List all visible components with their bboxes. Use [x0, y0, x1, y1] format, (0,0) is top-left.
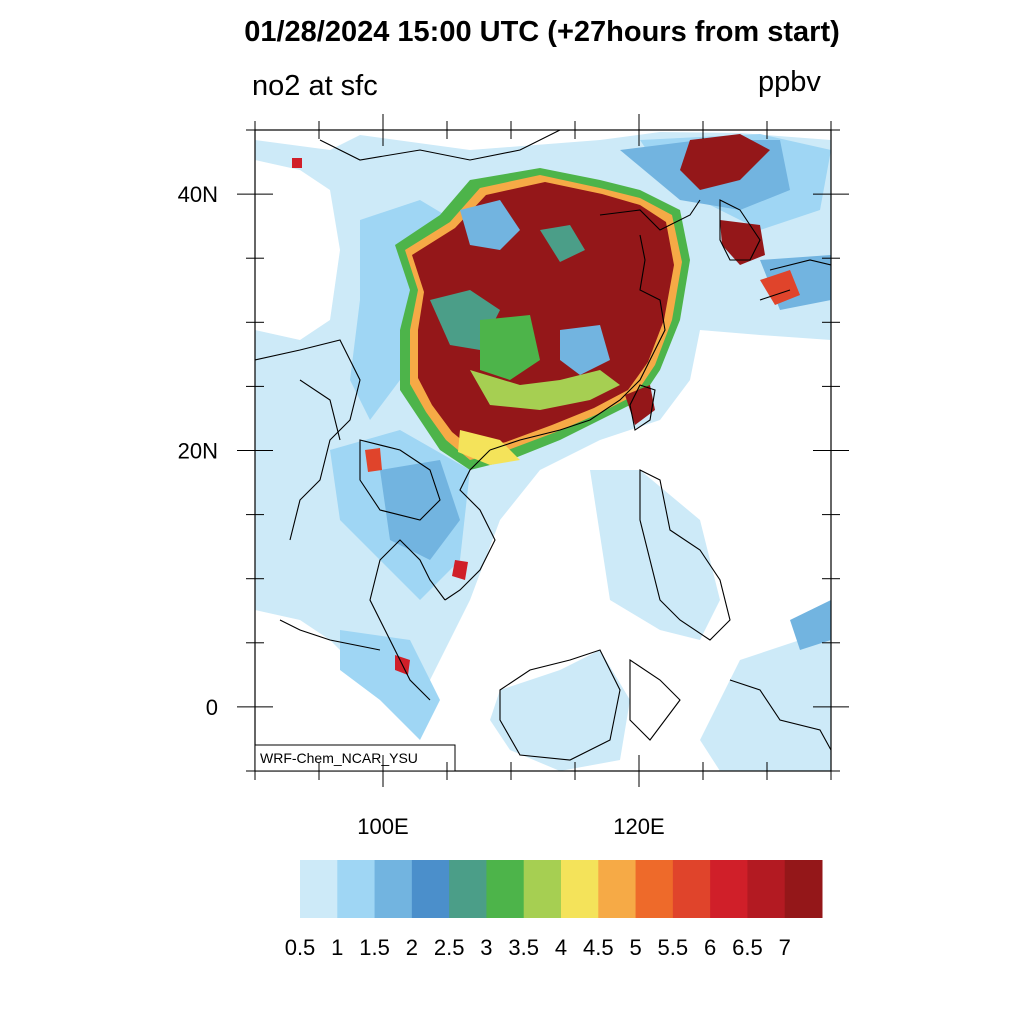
colorbar-label: 1 — [331, 935, 343, 960]
colorbar-swatch — [672, 860, 711, 918]
variable-label: no2 at sfc — [252, 70, 378, 102]
colorbar-swatch — [784, 860, 823, 918]
colorbar-label: 0.5 — [285, 935, 316, 960]
units-label: ppbv — [758, 66, 821, 98]
colorbar-swatch — [337, 860, 376, 918]
colorbar-label: 6 — [704, 935, 716, 960]
colorbar-label: 4 — [555, 935, 567, 960]
colorbar-label: 3.5 — [508, 935, 539, 960]
colorbar-swatch — [449, 860, 487, 918]
colorbar-label: 2.5 — [434, 935, 465, 960]
longitude-ticks: 100E 120E — [254, 114, 832, 839]
colorbar-label: 7 — [779, 935, 791, 960]
colorbar-label: 5 — [629, 935, 641, 960]
colorbar-swatch — [486, 860, 525, 918]
model-label: WRF-Chem_NCAR_YSU — [260, 750, 418, 766]
colorbar-label: 4.5 — [583, 935, 614, 960]
colorbar-label: 3 — [480, 935, 492, 960]
plot-title: 01/28/2024 15:00 UTC (+27hours from star… — [244, 16, 840, 48]
colorbar-label: 5.5 — [658, 935, 689, 960]
model-label-box: WRF-Chem_NCAR_YSU — [254, 744, 456, 772]
latitude-ticks: 40N 20N 0 — [178, 129, 849, 772]
colorbar: 0.5 1 1.5 2 2.5 3 3.5 4 4.5 5 5.5 6 6.5 7 — [285, 860, 823, 960]
lon-tick-label: 100E — [357, 814, 408, 839]
colorbar-label: 2 — [406, 935, 418, 960]
colorbar-label: 1.5 — [359, 935, 390, 960]
colorbar-swatch — [523, 860, 562, 918]
colorbar-swatch — [598, 860, 637, 918]
colorbar-swatch — [561, 860, 599, 918]
lon-tick-label: 120E — [613, 814, 664, 839]
colorbar-swatch — [635, 860, 674, 918]
colorbar-swatch — [300, 860, 338, 918]
colorbar-swatch — [710, 860, 748, 918]
colorbar-swatch — [747, 860, 786, 918]
colorbar-swatch — [374, 860, 413, 918]
no2-concentration-field — [255, 132, 831, 771]
coastlines-borders — [255, 130, 831, 761]
lat-tick-label: 0 — [206, 695, 218, 720]
lat-tick-label: 40N — [178, 182, 218, 207]
colorbar-label: 6.5 — [732, 935, 763, 960]
lat-tick-label: 20N — [178, 439, 218, 464]
colorbar-swatch — [411, 860, 450, 918]
